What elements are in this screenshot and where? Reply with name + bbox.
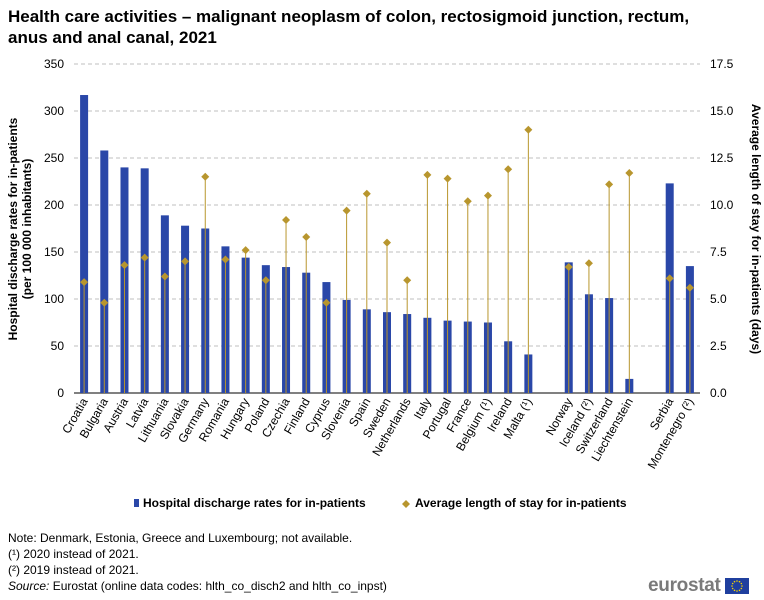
y-tick-label: 150 [44, 245, 64, 259]
eurostat-logo: eurostat [648, 575, 749, 597]
y-axis-title-line2: (per 100 000 inhabitants) [20, 159, 34, 300]
source-label: Source: [8, 579, 50, 593]
stay-marker [463, 197, 472, 206]
legend-marker-swatch [402, 500, 410, 508]
right-axis: 0.0 2.5 5.0 7.5 10.0 12.5 15.0 17.5 [710, 57, 734, 400]
flag-star [735, 590, 738, 592]
y2-tick-label: 5.0 [710, 292, 727, 306]
flag-star [733, 589, 735, 592]
stay-marker [160, 272, 169, 281]
stay-marker [140, 253, 149, 262]
flag-star [731, 582, 734, 585]
stay-marker [181, 257, 190, 266]
stay-marker [362, 189, 371, 198]
stay-marker [483, 191, 492, 200]
category-labels: CroatiaBulgariaAustriaLatviaLithuaniaSlo… [59, 395, 696, 471]
flag-star [735, 580, 738, 582]
y-tick-label: 200 [44, 198, 64, 212]
stay-marker [423, 170, 432, 179]
source-line: Source: Eurostat (online data codes: hlt… [8, 578, 387, 594]
stay-marker [403, 276, 412, 285]
eu-flag-icon [724, 578, 749, 594]
stay-marker [100, 298, 109, 307]
stay-marker [282, 216, 291, 225]
y2-tick-label: 7.5 [710, 245, 727, 259]
stay-marker [322, 298, 331, 307]
y2-tick-label: 15.0 [710, 104, 734, 118]
footnote-1: (¹) 2020 instead of 2021. [8, 547, 139, 561]
stay-marker [625, 169, 634, 178]
y-tick-label: 250 [44, 151, 64, 165]
chart-title: Health care activities – malignant neopl… [8, 7, 690, 47]
legend: Hospital discharge rates for in-patients… [134, 496, 627, 510]
stay-marker [261, 276, 270, 285]
flag-star [738, 580, 740, 583]
stay-marker [221, 255, 230, 264]
y2-tick-label: 0.0 [710, 386, 727, 400]
stay-markers [80, 125, 694, 307]
legend-marker-label: Average length of stay for in-patients [415, 496, 627, 510]
y2-tick-label: 10.0 [710, 198, 734, 212]
discharge-bar [80, 95, 89, 394]
stay-marker [665, 274, 674, 283]
note-line: Note: Denmark, Estonia, Greece and Luxem… [8, 531, 353, 545]
flag-star [730, 585, 733, 587]
stay-marker [685, 283, 694, 292]
flag-star [740, 587, 742, 590]
stay-marker [524, 125, 533, 134]
y2-tick-label: 17.5 [710, 57, 734, 71]
stay-marker [504, 165, 513, 174]
logo-text: eurostat [648, 575, 721, 596]
y-tick-label: 350 [44, 57, 64, 71]
legend-bar-swatch [134, 499, 139, 507]
discharge-bar [100, 150, 109, 393]
flag-star [738, 589, 740, 592]
stay-marker [342, 206, 351, 215]
legend-bar-label: Hospital discharge rates for in-patients [143, 496, 366, 510]
footnote-2: (²) 2019 instead of 2021. [8, 563, 139, 577]
stay-stems [83, 129, 691, 393]
stay-marker [302, 232, 311, 241]
stay-marker [584, 259, 593, 268]
stay-marker [383, 238, 391, 247]
footnotes: Note: Denmark, Estonia, Greece and Luxem… [8, 530, 387, 594]
y2-tick-label: 2.5 [710, 339, 727, 353]
left-axis: 0 50 100 150 200 250 300 350 [44, 57, 64, 400]
stay-marker [443, 174, 452, 183]
stay-marker [80, 278, 89, 287]
source-text: Eurostat (online data codes: hlth_co_dis… [49, 579, 387, 593]
y-tick-label: 0 [57, 386, 64, 400]
flag-star [731, 587, 734, 590]
flag-star [733, 580, 735, 583]
y-axis-title-line1: Hospital discharge rates for in-patients [6, 117, 20, 340]
flag-star [740, 582, 742, 585]
y-tick-label: 50 [51, 339, 65, 353]
stay-marker [120, 261, 129, 270]
stay-marker [564, 263, 573, 272]
flag-star [740, 585, 743, 587]
stay-marker [605, 180, 614, 189]
y2-tick-label: 12.5 [710, 151, 734, 165]
stay-marker [201, 172, 210, 181]
stay-marker [241, 246, 250, 255]
y-tick-label: 100 [44, 292, 64, 306]
y2-axis-title: Average length of stay for in-patients (… [749, 104, 763, 354]
y-tick-label: 300 [44, 104, 64, 118]
